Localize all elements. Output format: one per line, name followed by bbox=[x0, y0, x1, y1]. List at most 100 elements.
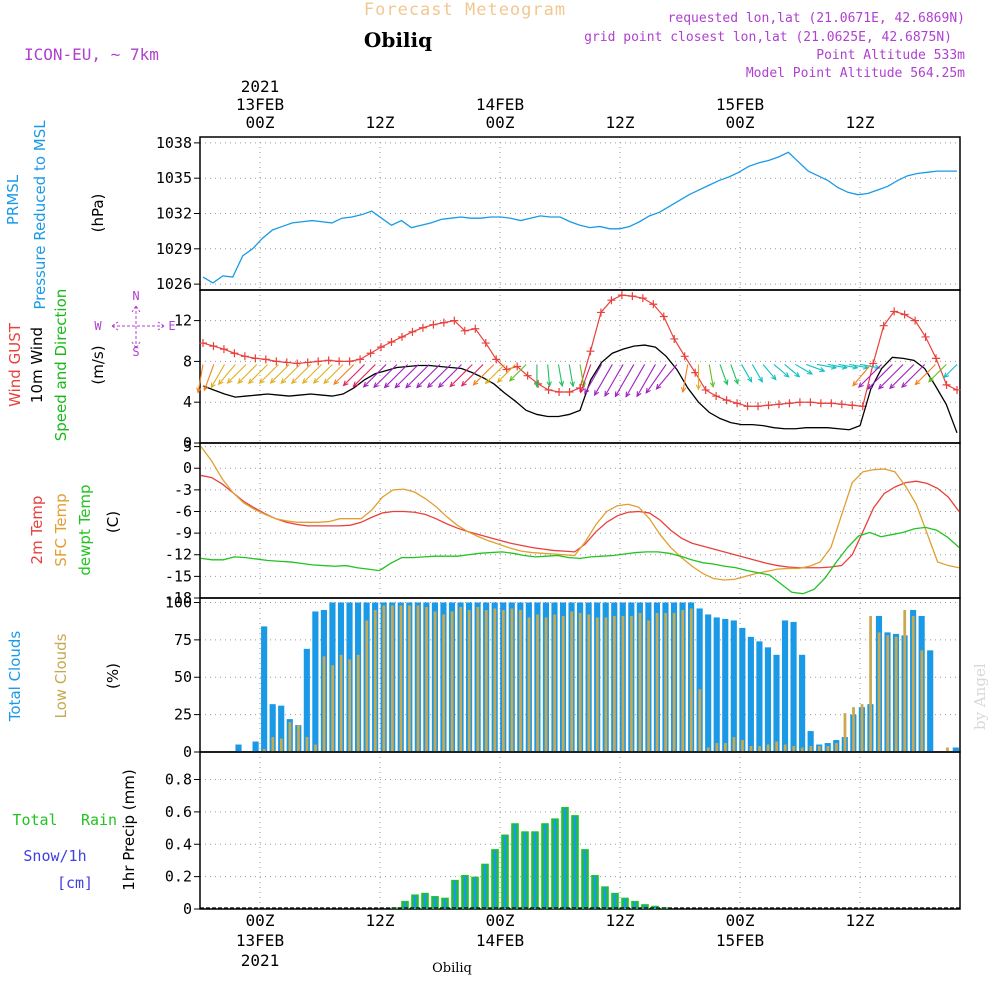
pressure-label-msl: Pressure Reduced to MSL bbox=[31, 120, 49, 310]
wind-arrow-head bbox=[534, 381, 540, 388]
low-cloud-bar bbox=[467, 609, 471, 752]
wind-arrow bbox=[323, 364, 344, 384]
wind-arrow-head bbox=[757, 376, 763, 383]
gust-marker bbox=[324, 356, 333, 365]
bottom-tick-date: 13FEB bbox=[236, 931, 284, 950]
top-tick-date: 15FEB bbox=[716, 95, 764, 114]
gust-marker bbox=[366, 349, 375, 358]
gust-marker bbox=[806, 398, 815, 407]
pressure-unit: (hPa) bbox=[89, 194, 107, 233]
wind-arrow bbox=[795, 363, 813, 375]
gust-marker bbox=[314, 357, 323, 366]
wind-arrow bbox=[353, 364, 376, 387]
y-tick-label: 12 bbox=[174, 312, 192, 330]
gust-marker bbox=[377, 343, 386, 352]
wind-arrow bbox=[827, 363, 847, 369]
wind-arrow bbox=[227, 364, 247, 384]
low-cloud-bar bbox=[604, 617, 608, 752]
wind-arrow bbox=[218, 364, 236, 385]
pressure-line bbox=[202, 151, 957, 284]
wind-arrow-head bbox=[806, 369, 814, 375]
low-cloud-bar bbox=[416, 605, 420, 752]
gust-marker bbox=[596, 308, 605, 317]
precip-rain-bar bbox=[423, 893, 427, 909]
wind-arrow-head bbox=[914, 379, 921, 386]
wind-arrow-head bbox=[901, 382, 907, 389]
gust-marker bbox=[722, 396, 731, 405]
gust-marker bbox=[921, 332, 930, 341]
gust-marker bbox=[670, 334, 679, 343]
point-altitude: Point Altitude 533m bbox=[816, 48, 965, 63]
y-tick-label: 1026 bbox=[156, 275, 192, 293]
y-tick-label: -3 bbox=[174, 481, 192, 499]
low-cloud-bar bbox=[732, 737, 736, 752]
gust-marker bbox=[869, 359, 878, 368]
precip-rain-bar bbox=[443, 898, 447, 909]
compass-lines bbox=[111, 305, 165, 349]
clouds-panel: 0 25 50 75 100 Total Clouds Low Clouds (%) bbox=[6, 593, 961, 761]
wind-arrow bbox=[858, 364, 882, 388]
low-cloud-bar bbox=[314, 744, 317, 752]
low-cloud-bar bbox=[647, 620, 650, 752]
wind-arrow bbox=[867, 364, 893, 390]
total-cloud-bar bbox=[773, 654, 780, 752]
gust-marker bbox=[555, 388, 564, 396]
low-cloud-bar bbox=[262, 749, 266, 752]
low-cloud-bar bbox=[655, 612, 659, 752]
wind-arrow-head bbox=[323, 378, 330, 385]
y-tick-label: 25 bbox=[174, 706, 192, 724]
wind-arrow-head bbox=[508, 375, 515, 382]
wind-arrow bbox=[784, 364, 800, 378]
wind-arrow-head bbox=[217, 379, 224, 386]
low-cloud-bar bbox=[758, 746, 761, 752]
y-tick-label: -6 bbox=[174, 502, 192, 520]
wind-arrow bbox=[656, 364, 678, 390]
y-tick-label: -9 bbox=[174, 524, 192, 542]
y-tick-label: -18 bbox=[165, 589, 192, 607]
requested-coords: requested lon,lat (21.0671E, 42.6869N) bbox=[668, 11, 965, 26]
gust-marker bbox=[523, 371, 532, 380]
wind-arrow-head bbox=[203, 385, 209, 392]
precip-rain-bar bbox=[573, 816, 577, 909]
wind-arrow-head bbox=[614, 391, 620, 398]
gust-marker bbox=[408, 327, 417, 336]
low-cloud-bar bbox=[860, 704, 864, 752]
wind-arrow bbox=[580, 364, 592, 393]
wind-arrow-head bbox=[584, 388, 590, 395]
wind-panel: 0 4 8 12 Wind GUST 10m Wind Speed and Directio… bbox=[6, 289, 961, 452]
wind-arrow bbox=[394, 364, 419, 388]
wind-arrow bbox=[849, 363, 868, 369]
wind-arrow-head bbox=[237, 378, 244, 384]
total-cloud-bar bbox=[747, 636, 754, 752]
y-tick-label: -12 bbox=[165, 546, 192, 564]
wind-arrow bbox=[302, 364, 322, 384]
compass-s: S bbox=[132, 345, 139, 359]
wind-arrow-head bbox=[546, 381, 552, 388]
low-cloud-bar bbox=[689, 608, 693, 752]
meteogram-title: Forecast Meteogram bbox=[364, 0, 566, 20]
credit-watermark: by Angel bbox=[971, 663, 989, 730]
total-cloud-bar bbox=[756, 641, 763, 752]
low-cloud-bar bbox=[442, 614, 445, 752]
y-tick-label: 1035 bbox=[156, 169, 192, 187]
wind-arrow-head bbox=[604, 390, 610, 397]
precip-rain-bar bbox=[433, 897, 437, 909]
wind-arrow-head bbox=[558, 380, 565, 388]
pressure-label-prmsl: PRMSL bbox=[4, 174, 22, 225]
gust-marker bbox=[492, 355, 501, 364]
gust-marker bbox=[261, 355, 270, 364]
wind-arrow-head bbox=[943, 372, 950, 379]
gust-marker bbox=[628, 292, 637, 301]
clouds-label-total: Total Clouds bbox=[6, 631, 24, 723]
bottom-tick-year: 2021 bbox=[241, 951, 280, 970]
wind-arrow-head bbox=[405, 382, 411, 389]
total-cloud-bar bbox=[739, 627, 746, 752]
clouds-unit: (%) bbox=[104, 663, 122, 689]
gust-marker bbox=[764, 401, 773, 410]
precip-rain-bar bbox=[393, 908, 397, 909]
top-tick-hour: 12Z bbox=[606, 113, 635, 132]
gust-marker bbox=[450, 316, 459, 325]
total-cloud-bar bbox=[252, 741, 259, 752]
wind-arrow-head bbox=[416, 382, 422, 389]
